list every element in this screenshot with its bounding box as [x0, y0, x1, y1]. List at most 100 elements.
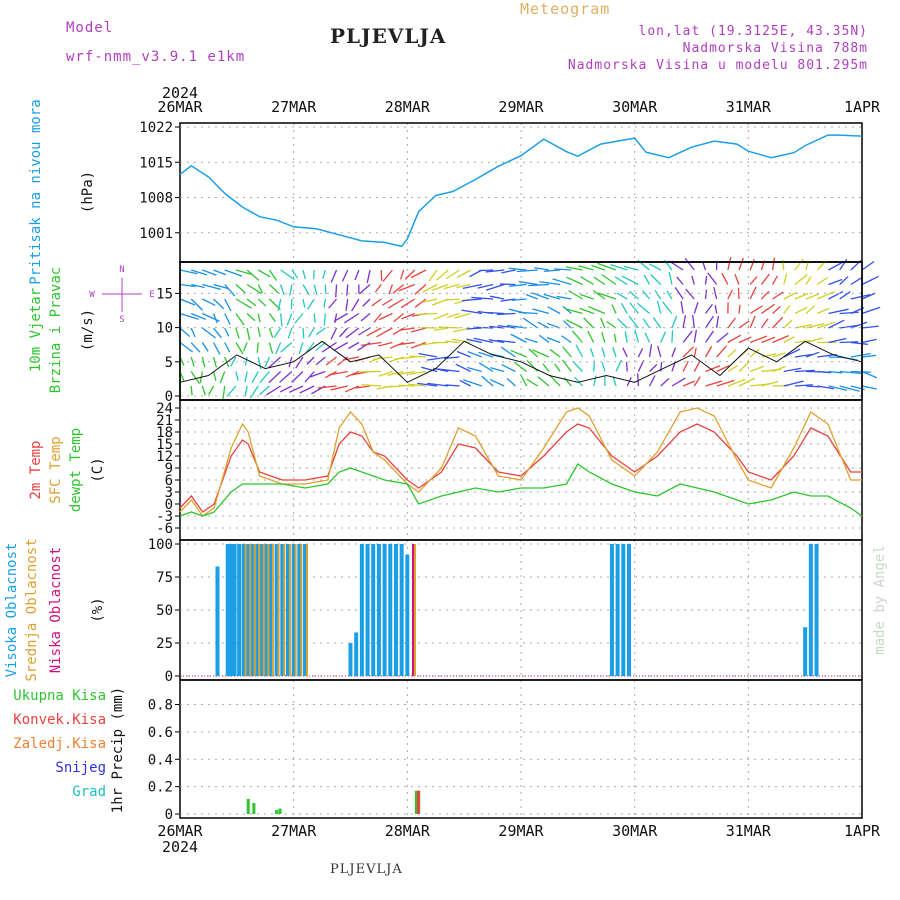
bottom-date-label: 31MAR	[726, 822, 772, 840]
wind-arrow	[628, 315, 639, 329]
panel-frame	[179, 261, 863, 401]
wind-arrow	[256, 342, 259, 353]
wind-arrow	[794, 274, 808, 286]
total-precip-bar	[246, 798, 250, 814]
wind-arrow	[299, 385, 315, 394]
wind-arrow	[554, 268, 572, 271]
wind-arrow	[839, 291, 851, 300]
wind-arrow	[839, 341, 859, 344]
model-name: wrf-nmm_v3.9.1 e1km	[66, 49, 246, 65]
wind-arrow	[486, 283, 505, 291]
wind-arrow	[772, 291, 784, 300]
wind-arrow	[671, 347, 677, 358]
wind-arrow	[693, 347, 697, 358]
wind-arrow	[473, 337, 494, 344]
wind-arrow	[727, 349, 737, 358]
wind-arrow	[243, 342, 248, 352]
wind-arrow	[761, 336, 776, 344]
wind-arrow	[660, 331, 667, 343]
wind-arrow	[423, 298, 438, 303]
wind-arrow	[416, 312, 438, 316]
wind-arrow	[428, 269, 438, 282]
wind-arrow	[202, 269, 217, 276]
wind-arrow	[257, 298, 267, 307]
high-cloud-bar	[229, 544, 234, 676]
y-tick-label: 25	[156, 636, 173, 652]
wind-arrow	[334, 341, 349, 351]
wind-arrow	[478, 362, 494, 373]
bottom-date-label: 28MAR	[385, 822, 431, 840]
wind-arrow	[393, 312, 405, 323]
wind-arrow	[656, 300, 662, 314]
wind-arrow	[244, 371, 248, 383]
y-tick-label: 0.4	[148, 752, 173, 768]
wind-arrow	[601, 347, 606, 358]
wind-arrow	[291, 371, 304, 383]
wind-arrow	[257, 313, 261, 323]
wind-arrow	[850, 341, 869, 345]
high-cloud-bar	[376, 544, 381, 676]
wind-arrow	[671, 315, 678, 329]
wind-arrow	[179, 269, 198, 275]
wind-arrow	[459, 379, 471, 387]
wind-arrow	[805, 323, 825, 329]
wind-arrow	[212, 342, 221, 355]
wind-arrow	[279, 313, 283, 327]
wind-arrow	[389, 341, 404, 349]
wind-arrow	[190, 385, 193, 396]
wind-arrow	[190, 269, 208, 276]
wind-arrow	[409, 355, 427, 358]
wind-arrow	[583, 317, 595, 329]
wind-arrow	[575, 344, 584, 358]
wind-arrow	[373, 313, 382, 323]
wind-arrow	[490, 367, 505, 373]
high-cloud-bar	[250, 544, 255, 676]
compass-e: E	[149, 290, 154, 300]
wind-arrow	[388, 284, 394, 295]
wind-arrow	[561, 359, 572, 372]
wind-arrow	[568, 290, 583, 300]
low-cloud-label: Niska Oblacnost	[48, 547, 64, 673]
wind-arrow	[190, 298, 204, 311]
wind-arrow	[359, 284, 371, 295]
wind-arrow	[614, 276, 628, 286]
wind-arrow	[749, 335, 768, 344]
wind-arrow	[246, 313, 256, 322]
wind-arrow	[716, 364, 730, 373]
y-tick-label: 9	[165, 461, 173, 477]
y-tick-label: 1001	[139, 226, 173, 242]
y-tick-label: 0.2	[148, 780, 173, 796]
wind-arrow	[704, 303, 713, 314]
wind-arrow	[805, 351, 820, 358]
wind-arrow	[534, 267, 550, 271]
wind-arrow	[461, 309, 482, 315]
wind-arrow	[226, 385, 237, 397]
wind-arrow	[392, 327, 404, 336]
wind-arrow	[623, 265, 639, 271]
wind-arrow	[817, 370, 832, 374]
wind-arrow	[783, 348, 801, 358]
y-tick-label: 1015	[139, 155, 173, 171]
wind-arrow	[280, 269, 295, 281]
wind-arrow	[526, 378, 539, 387]
wind-arrow	[346, 284, 349, 296]
wind-arrow	[772, 335, 789, 344]
total-precip-bar	[252, 803, 256, 814]
wind-arrow	[526, 359, 539, 372]
wind-ylabel-1: 10m Vjetar	[28, 288, 44, 372]
wind-arrow	[704, 289, 708, 300]
wind-arrow	[783, 367, 802, 373]
y-tick-label: 24	[156, 401, 173, 417]
wind-arrow	[816, 276, 828, 286]
y-tick-label: 50	[156, 603, 173, 619]
wind-arrow	[692, 314, 695, 329]
wind-arrow	[500, 298, 516, 302]
wind-arrow	[295, 356, 304, 369]
wind-arrow	[537, 321, 550, 329]
wind-arrow	[378, 312, 393, 321]
high-cloud-bar	[615, 544, 620, 676]
high-cloud-bar	[803, 627, 808, 676]
precip-ylabel: 1hr Precip (mm)	[110, 687, 126, 813]
wind-arrow	[371, 298, 382, 307]
wind-arrow	[654, 290, 662, 300]
